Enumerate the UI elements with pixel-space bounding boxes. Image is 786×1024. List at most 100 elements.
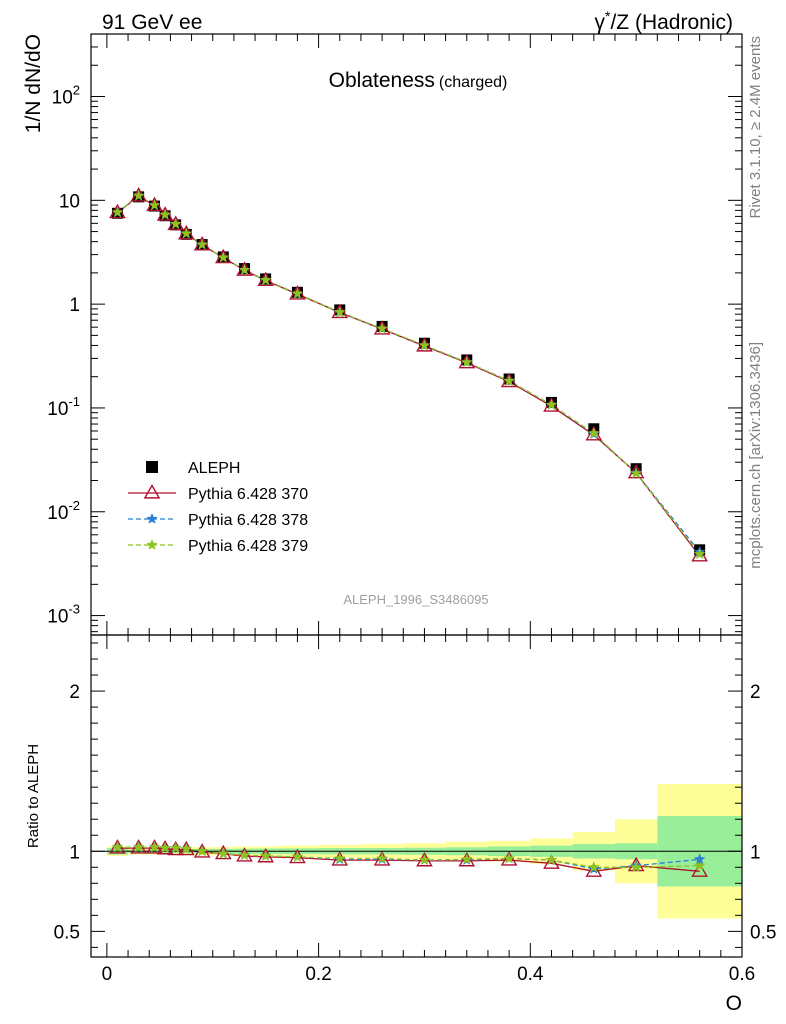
plot-frames	[90, 33, 743, 958]
series-0-point	[543, 397, 560, 412]
series-line-2	[117, 195, 701, 555]
legend-label: Pythia 6.428 378	[188, 512, 308, 529]
x-tick-label: 0.4	[517, 964, 544, 985]
series-0-ratio-point	[691, 862, 708, 877]
series-2-ratio-point	[180, 842, 193, 854]
axis-ticks	[91, 33, 743, 957]
series-2-ratio-point	[217, 847, 230, 859]
series-2-ratio-point	[376, 852, 388, 864]
series-2-point	[545, 398, 558, 410]
chart-title: Oblateness (charged)	[329, 69, 508, 92]
legend-marker-aleph	[146, 461, 158, 473]
series-2-point	[238, 263, 251, 276]
x-tick-label: 0.2	[305, 964, 331, 985]
series-2-point	[159, 208, 171, 220]
chart-title-sub: (charged)	[439, 74, 507, 91]
y-tick-label: 10	[59, 191, 80, 212]
x-tick-label: 0	[102, 964, 113, 985]
ratio-tick-label-left: 0.5	[54, 922, 80, 943]
series-2-ratio-point	[693, 859, 706, 871]
series-2-point	[196, 238, 209, 250]
x-axis-label: O	[726, 992, 742, 1015]
y-axis-label: 1/N dN/dO	[22, 34, 45, 133]
y-tick-base: 10	[47, 607, 68, 628]
series-2-ratio-point	[587, 861, 600, 873]
series-2-point	[217, 251, 230, 263]
y-tick-label: 10-1	[47, 394, 80, 420]
legend-marker-2	[146, 538, 158, 550]
ratio-tick-label-right: 1	[750, 842, 761, 863]
series-2-ratio-point	[545, 853, 558, 866]
series-2-point	[333, 306, 346, 318]
series-2-ratio-point	[148, 841, 161, 853]
series-2-ratio-point	[630, 861, 643, 873]
y-tick-base: 10	[52, 88, 73, 109]
series-2-ratio-point	[169, 841, 182, 854]
series-2-ratio-point	[291, 850, 304, 862]
header-right: γ*/Z (Hadronic)	[595, 8, 733, 34]
legend-label: Pythia 6.428 370	[188, 486, 308, 503]
series-2-point	[148, 199, 161, 211]
y-tick-label: 10-2	[47, 498, 80, 524]
series-2-ratio-point	[333, 852, 346, 864]
ratio-frame	[90, 634, 743, 958]
series-2-point	[132, 189, 145, 201]
series-0-ratio-point	[500, 851, 518, 866]
series-2-ratio-point	[259, 849, 272, 862]
ratio-tick-label-left: 2	[69, 682, 80, 703]
series-2-ratio-point	[196, 845, 209, 857]
series-2-point	[503, 374, 516, 386]
series-2-ratio-point	[111, 841, 124, 853]
series-2-point	[169, 217, 182, 230]
x-tick-label: 0.6	[729, 964, 755, 985]
legend-marker-0	[143, 484, 161, 499]
data-markers	[109, 187, 708, 877]
y-tick-label: 1	[69, 295, 80, 316]
series-0-ratio-point	[585, 862, 603, 877]
header-right-gamma: γ	[595, 11, 606, 34]
series-2-point	[418, 339, 431, 351]
series-2-point	[460, 356, 473, 368]
series-2-ratio-point	[503, 852, 516, 864]
y-tick-exp: -3	[68, 602, 80, 617]
legend: ALEPH Pythia 6.428 370 Pythia 6.428 378 Pyt…	[128, 460, 308, 555]
series-2-ratio-point	[132, 841, 145, 853]
series-2-point	[259, 273, 272, 286]
y-tick-base: 10	[59, 191, 80, 212]
series-0-ratio-point	[543, 854, 560, 869]
mcplots-label: mcplots.cern.ch [arXiv:1306.3436]	[747, 342, 764, 569]
y-tick-base: 1	[69, 295, 80, 316]
series-2-ratio-point	[460, 853, 473, 865]
series-2-point	[180, 227, 193, 239]
header-left: 91 GeV ee	[102, 11, 202, 34]
analysis-tag: ALEPH_1996_S3486095	[343, 592, 488, 607]
chart-title-main: Oblateness	[329, 69, 435, 92]
header-right-star: *	[605, 8, 611, 24]
y-tick-exp: -1	[68, 394, 80, 409]
ratio-tick-label-right: 0.5	[750, 922, 776, 943]
series-2-point	[693, 547, 706, 560]
y-tick-exp: -2	[68, 498, 80, 513]
series-2-point	[111, 206, 124, 218]
series-0-point	[691, 547, 708, 562]
y-tick-exp: 2	[73, 83, 80, 98]
series-0-ratio-point	[167, 840, 185, 856]
header-right-rest: /Z (Hadronic)	[610, 11, 733, 34]
legend-label: Pythia 6.428 379	[188, 538, 308, 555]
y-tick-label: 102	[52, 83, 80, 109]
series-2-ratio-point	[238, 849, 251, 861]
ratio-tick-label-left: 1	[69, 842, 80, 863]
y-tick-base: 10	[47, 399, 68, 420]
legend-label: ALEPH	[188, 460, 240, 477]
series-2-ratio-point	[418, 853, 431, 866]
legend-marker-1	[146, 512, 158, 524]
series-2-point	[376, 322, 388, 334]
ratio-tick-label-right: 2	[750, 682, 761, 703]
y-tick-base: 10	[47, 503, 68, 524]
series-2-point	[630, 467, 643, 479]
series-2-ratio-point	[159, 841, 171, 854]
series-2-point	[291, 287, 304, 299]
